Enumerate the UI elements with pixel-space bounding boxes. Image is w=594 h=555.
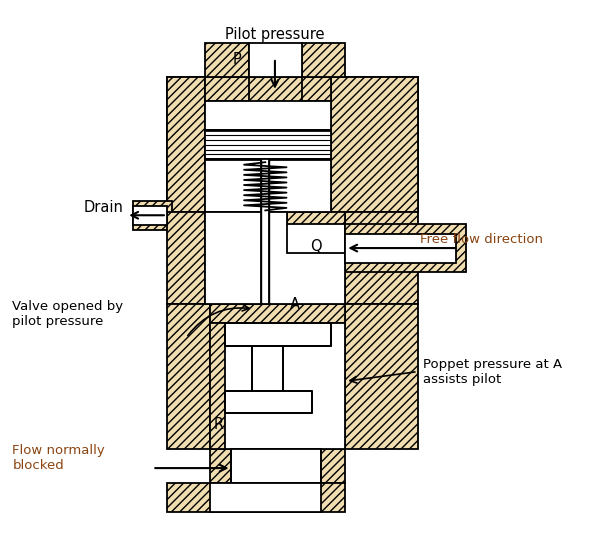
Polygon shape <box>261 159 269 304</box>
Polygon shape <box>210 324 225 449</box>
Polygon shape <box>345 213 418 304</box>
Text: A: A <box>290 296 301 311</box>
Polygon shape <box>167 77 418 213</box>
Text: Flow normally
blocked: Flow normally blocked <box>12 445 105 472</box>
Polygon shape <box>206 77 249 102</box>
Text: R: R <box>213 417 223 432</box>
Polygon shape <box>210 324 345 449</box>
Polygon shape <box>345 224 466 272</box>
Polygon shape <box>206 130 331 159</box>
Text: Q: Q <box>309 239 321 254</box>
Text: Valve opened by
pilot pressure: Valve opened by pilot pressure <box>12 300 124 327</box>
Polygon shape <box>345 234 456 263</box>
Polygon shape <box>210 482 321 512</box>
Polygon shape <box>225 391 312 413</box>
Polygon shape <box>302 43 345 77</box>
Polygon shape <box>225 324 331 346</box>
Polygon shape <box>210 304 345 324</box>
Polygon shape <box>167 482 345 512</box>
Text: Drain: Drain <box>84 200 124 215</box>
Polygon shape <box>331 77 418 213</box>
Text: P: P <box>232 52 241 67</box>
Text: Poppet pressure at A
assists pilot: Poppet pressure at A assists pilot <box>422 357 562 386</box>
Polygon shape <box>210 449 345 482</box>
Polygon shape <box>167 213 206 304</box>
Polygon shape <box>232 449 321 482</box>
Polygon shape <box>302 77 331 102</box>
Text: Pilot pressure: Pilot pressure <box>225 27 325 42</box>
Polygon shape <box>133 201 172 230</box>
Polygon shape <box>206 102 331 213</box>
Polygon shape <box>167 304 210 449</box>
Polygon shape <box>345 304 418 449</box>
Polygon shape <box>167 77 206 213</box>
Text: Free flow direction: Free flow direction <box>420 233 543 246</box>
Polygon shape <box>206 213 345 224</box>
Polygon shape <box>206 213 345 304</box>
Polygon shape <box>252 346 283 391</box>
Polygon shape <box>206 43 249 77</box>
Polygon shape <box>133 205 167 225</box>
Polygon shape <box>249 43 302 77</box>
